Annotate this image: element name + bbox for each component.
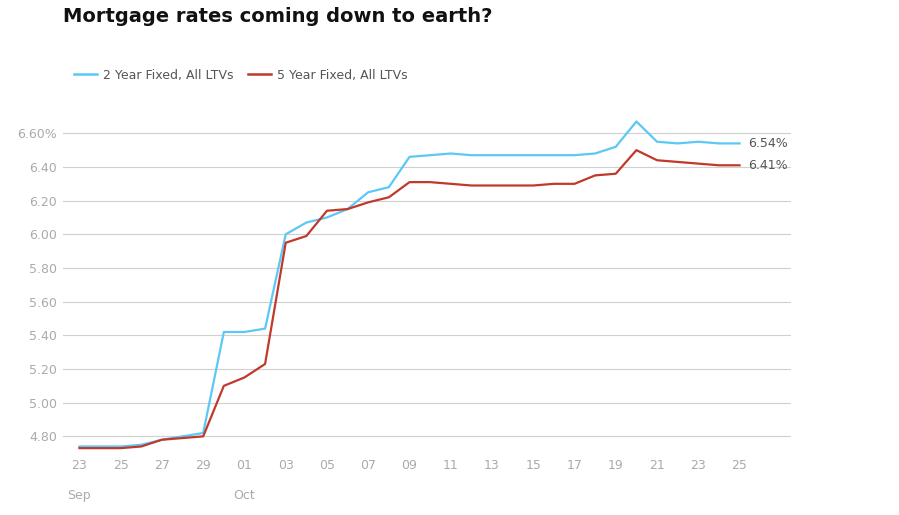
5 Year Fixed, All LTVs bbox=[693, 161, 704, 167]
2 Year Fixed, All LTVs bbox=[424, 152, 435, 158]
5 Year Fixed, All LTVs bbox=[280, 239, 291, 246]
2 Year Fixed, All LTVs bbox=[693, 139, 704, 145]
2 Year Fixed, All LTVs bbox=[507, 152, 518, 158]
5 Year Fixed, All LTVs bbox=[445, 181, 456, 187]
5 Year Fixed, All LTVs bbox=[156, 437, 167, 443]
5 Year Fixed, All LTVs bbox=[610, 170, 621, 177]
5 Year Fixed, All LTVs bbox=[74, 445, 85, 451]
2 Year Fixed, All LTVs bbox=[384, 184, 395, 190]
2 Year Fixed, All LTVs bbox=[569, 152, 580, 158]
5 Year Fixed, All LTVs bbox=[322, 208, 333, 214]
5 Year Fixed, All LTVs bbox=[136, 443, 147, 450]
2 Year Fixed, All LTVs bbox=[260, 325, 271, 332]
5 Year Fixed, All LTVs bbox=[528, 182, 539, 188]
5 Year Fixed, All LTVs bbox=[177, 435, 188, 441]
Line: 5 Year Fixed, All LTVs: 5 Year Fixed, All LTVs bbox=[79, 150, 740, 448]
2 Year Fixed, All LTVs bbox=[486, 152, 497, 158]
Text: Oct: Oct bbox=[234, 489, 255, 502]
2 Year Fixed, All LTVs bbox=[198, 430, 209, 436]
5 Year Fixed, All LTVs bbox=[363, 199, 374, 205]
2 Year Fixed, All LTVs bbox=[177, 433, 188, 439]
2 Year Fixed, All LTVs bbox=[74, 443, 85, 450]
Text: 6.41%: 6.41% bbox=[748, 159, 788, 172]
5 Year Fixed, All LTVs bbox=[218, 383, 229, 389]
Text: 6.54%: 6.54% bbox=[748, 137, 788, 150]
2 Year Fixed, All LTVs bbox=[343, 206, 353, 212]
2 Year Fixed, All LTVs bbox=[280, 231, 291, 237]
2 Year Fixed, All LTVs bbox=[136, 442, 147, 448]
2 Year Fixed, All LTVs bbox=[631, 118, 642, 125]
2 Year Fixed, All LTVs bbox=[610, 144, 621, 150]
2 Year Fixed, All LTVs bbox=[301, 219, 312, 226]
5 Year Fixed, All LTVs bbox=[590, 173, 601, 179]
2 Year Fixed, All LTVs bbox=[445, 150, 456, 157]
5 Year Fixed, All LTVs bbox=[652, 157, 663, 163]
5 Year Fixed, All LTVs bbox=[301, 233, 312, 239]
2 Year Fixed, All LTVs bbox=[115, 443, 126, 450]
5 Year Fixed, All LTVs bbox=[115, 445, 126, 451]
2 Year Fixed, All LTVs bbox=[94, 443, 105, 450]
5 Year Fixed, All LTVs bbox=[260, 361, 271, 367]
2 Year Fixed, All LTVs bbox=[218, 329, 229, 335]
5 Year Fixed, All LTVs bbox=[239, 374, 250, 381]
5 Year Fixed, All LTVs bbox=[734, 162, 745, 168]
2 Year Fixed, All LTVs bbox=[734, 140, 745, 146]
2 Year Fixed, All LTVs bbox=[590, 150, 601, 157]
2 Year Fixed, All LTVs bbox=[404, 154, 414, 160]
5 Year Fixed, All LTVs bbox=[94, 445, 105, 451]
5 Year Fixed, All LTVs bbox=[714, 162, 725, 168]
2 Year Fixed, All LTVs bbox=[156, 437, 167, 443]
5 Year Fixed, All LTVs bbox=[486, 182, 497, 188]
5 Year Fixed, All LTVs bbox=[384, 194, 395, 200]
5 Year Fixed, All LTVs bbox=[548, 181, 559, 187]
5 Year Fixed, All LTVs bbox=[631, 147, 642, 153]
5 Year Fixed, All LTVs bbox=[343, 206, 353, 212]
2 Year Fixed, All LTVs bbox=[548, 152, 559, 158]
2 Year Fixed, All LTVs bbox=[466, 152, 476, 158]
Line: 2 Year Fixed, All LTVs: 2 Year Fixed, All LTVs bbox=[79, 122, 740, 447]
5 Year Fixed, All LTVs bbox=[424, 179, 435, 185]
2 Year Fixed, All LTVs bbox=[672, 140, 683, 146]
5 Year Fixed, All LTVs bbox=[507, 182, 518, 188]
Text: Mortgage rates coming down to earth?: Mortgage rates coming down to earth? bbox=[63, 7, 493, 26]
5 Year Fixed, All LTVs bbox=[466, 182, 476, 188]
2 Year Fixed, All LTVs bbox=[528, 152, 539, 158]
2 Year Fixed, All LTVs bbox=[652, 139, 663, 145]
2 Year Fixed, All LTVs bbox=[322, 214, 333, 220]
2 Year Fixed, All LTVs bbox=[714, 140, 725, 146]
Text: Sep: Sep bbox=[67, 489, 91, 502]
5 Year Fixed, All LTVs bbox=[569, 181, 580, 187]
2 Year Fixed, All LTVs bbox=[239, 329, 250, 335]
5 Year Fixed, All LTVs bbox=[672, 159, 683, 165]
5 Year Fixed, All LTVs bbox=[404, 179, 414, 185]
Legend: 2 Year Fixed, All LTVs, 5 Year Fixed, All LTVs: 2 Year Fixed, All LTVs, 5 Year Fixed, Al… bbox=[69, 64, 413, 87]
2 Year Fixed, All LTVs bbox=[363, 189, 374, 195]
5 Year Fixed, All LTVs bbox=[198, 433, 209, 439]
